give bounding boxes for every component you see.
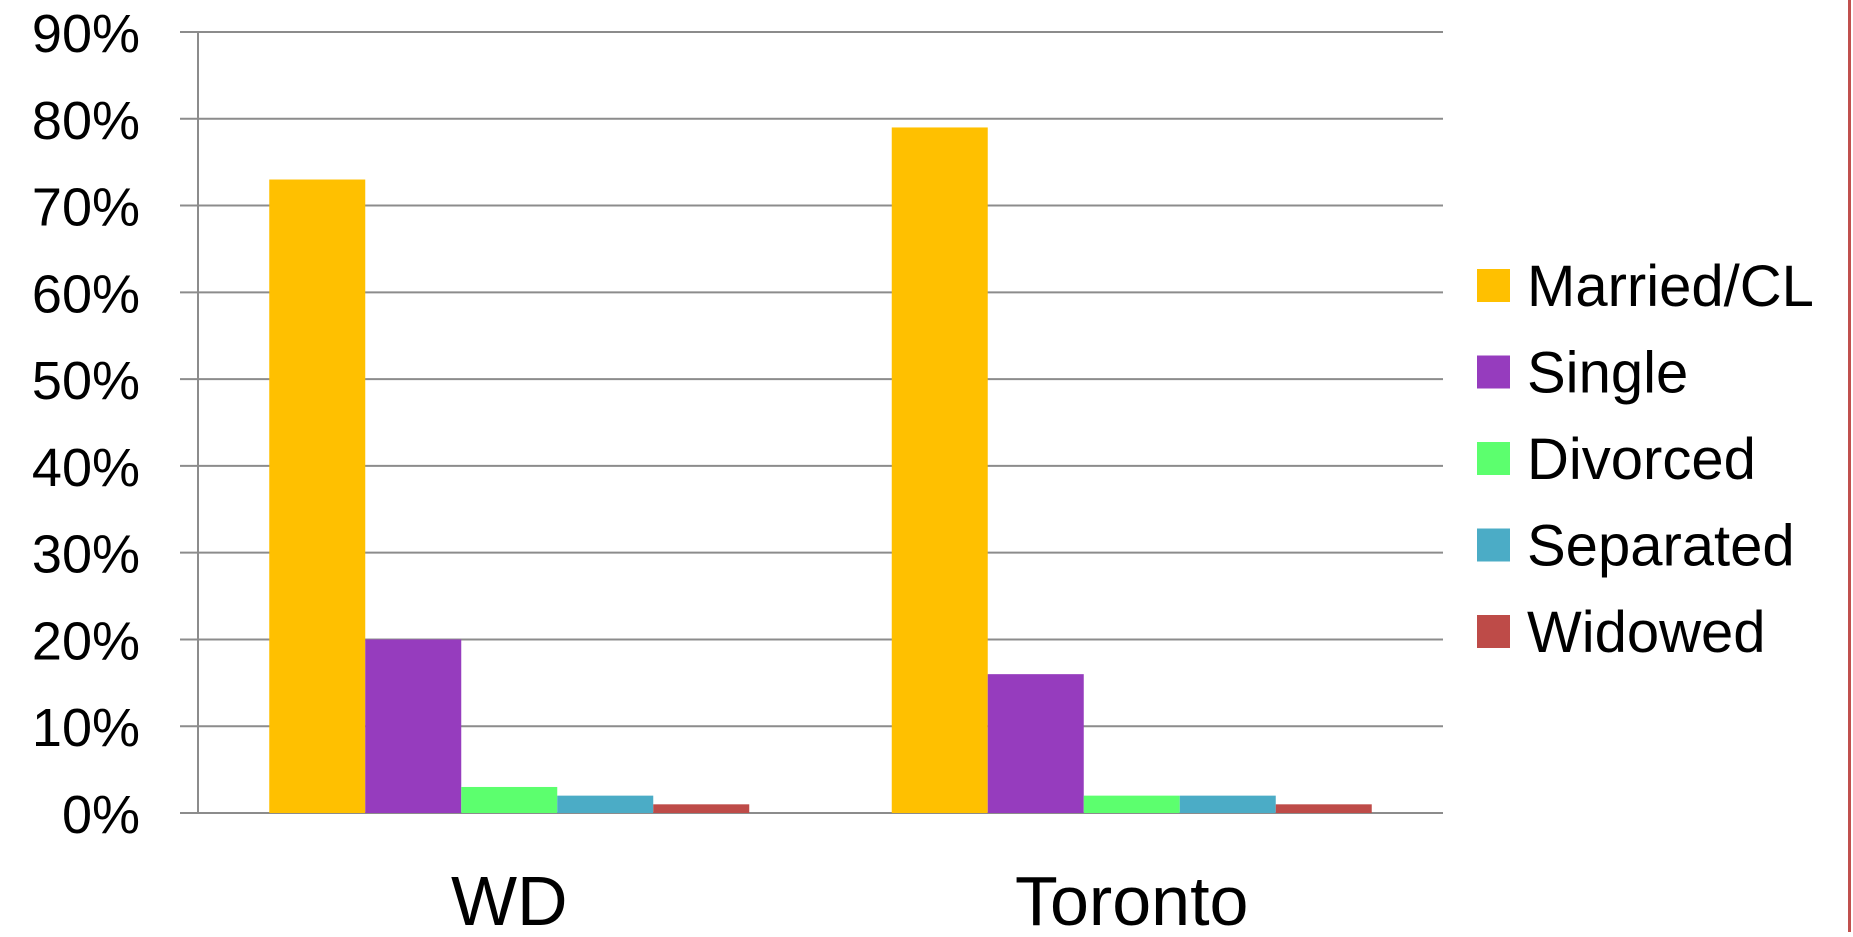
bar-married-cl-wd xyxy=(269,179,366,813)
legend: Married/CL Single Divorced Separated Widowed xyxy=(1477,254,1814,665)
y-tick-label: 60% xyxy=(32,264,140,324)
y-tick-label: 50% xyxy=(32,351,140,411)
y-tick-label: 10% xyxy=(32,698,140,758)
legend-swatch xyxy=(1477,615,1510,648)
legend-label: Married/CL xyxy=(1527,254,1814,319)
bar-widowed-wd xyxy=(653,804,750,813)
bar-separated-toronto xyxy=(1179,795,1276,813)
legend-swatch xyxy=(1477,355,1510,389)
x-category-label: WD xyxy=(451,862,568,932)
bar-divorced-toronto xyxy=(1083,795,1180,813)
bar-single-toronto xyxy=(987,674,1084,813)
y-tick-label: 90% xyxy=(32,4,140,64)
y-tick-label: 40% xyxy=(32,438,140,498)
x-category-label: Toronto xyxy=(1015,862,1248,932)
x-axis-category-labels: WD Toronto xyxy=(451,862,1249,937)
legend-label: Separated xyxy=(1527,514,1795,579)
y-tick-label: 70% xyxy=(32,178,140,238)
legend-label: Widowed xyxy=(1527,600,1766,665)
legend-label: Divorced xyxy=(1527,427,1756,492)
slide-edge-line xyxy=(1848,0,1851,932)
bars xyxy=(269,127,1372,813)
bar-single-wd xyxy=(365,639,462,813)
y-tick-label: 20% xyxy=(32,611,140,671)
y-tick-label: 30% xyxy=(32,525,140,585)
bar-divorced-wd xyxy=(461,786,558,813)
legend-swatch xyxy=(1477,528,1510,562)
bar-separated-wd xyxy=(557,795,654,813)
legend-swatch xyxy=(1477,442,1510,475)
bar-married-cl-toronto xyxy=(891,127,988,813)
y-axis-tick-labels: 0% 10% 20% 30% 40% 50% 60% 70% 80% 90% xyxy=(32,4,140,845)
legend-swatch xyxy=(1477,269,1510,302)
y-tick-label: 0% xyxy=(62,785,140,845)
y-tick-label: 80% xyxy=(32,91,140,151)
bar-widowed-toronto xyxy=(1275,804,1372,813)
legend-label: Single xyxy=(1527,341,1688,406)
